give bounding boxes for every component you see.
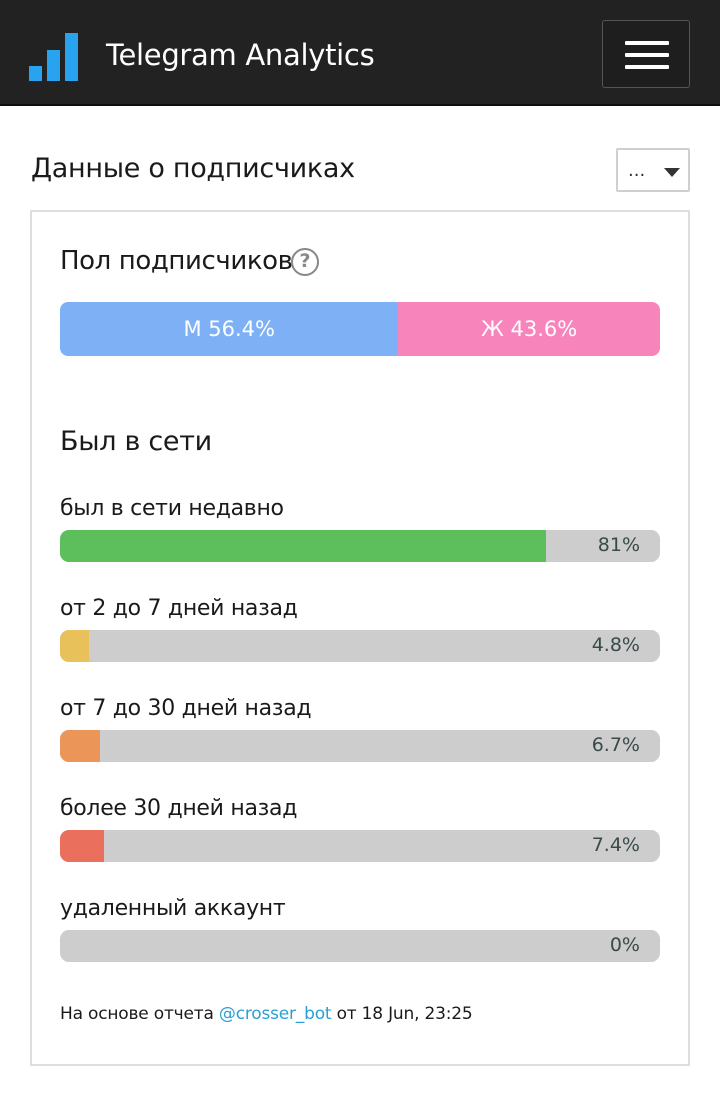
online-row-percent: 7.4%	[591, 834, 640, 856]
section-title: Данные о подписчиках	[31, 153, 355, 184]
report-suffix: от 18 Jun, 23:25	[331, 1004, 473, 1024]
question-circle-icon[interactable]: ?	[291, 248, 319, 276]
gender-female-segment: Ж 43.6%	[398, 302, 660, 356]
app-title[interactable]: Telegram Analytics	[106, 38, 375, 72]
online-row-fill	[60, 830, 105, 862]
report-prefix: На основе отчета	[60, 1004, 219, 1024]
gender-male-segment: М 56.4%	[60, 302, 399, 356]
caret-down-icon	[664, 168, 680, 177]
app-header: Telegram Analytics	[0, 0, 720, 106]
hamburger-menu-button[interactable]	[602, 20, 690, 88]
online-row-label: от 7 до 30 дней назад	[60, 696, 312, 721]
online-row-label: более 30 дней назад	[60, 796, 298, 821]
bar-chart-icon[interactable]	[29, 33, 79, 81]
options-dropdown[interactable]: ...	[616, 148, 690, 192]
online-title: Был в сети	[60, 426, 212, 457]
hamburger-menu-icon	[625, 41, 669, 45]
online-row-fill	[60, 730, 101, 762]
online-row-percent: 81%	[597, 534, 640, 556]
online-row-label: был в сети недавно	[60, 496, 284, 521]
subscribers-card: Пол подписчиков ? М 56.4% Ж 43.6% Был в …	[30, 210, 690, 1066]
online-row-bar: 0%	[60, 930, 660, 962]
bot-link[interactable]: @crosser_bot	[218, 1004, 332, 1024]
online-row-bar: 4.8%	[60, 630, 660, 662]
online-row-fill	[60, 630, 89, 662]
report-note: На основе отчета @crosser_bot от 18 Jun,…	[60, 1004, 473, 1024]
online-row-fill	[60, 530, 546, 562]
online-row-bar: 81%	[60, 530, 660, 562]
gender-bar: М 56.4% Ж 43.6%	[60, 302, 660, 356]
online-row-percent: 6.7%	[591, 734, 640, 756]
dropdown-value: ...	[628, 160, 646, 181]
online-row-bar: 6.7%	[60, 730, 660, 762]
online-row-label: удаленный аккаунт	[60, 896, 286, 921]
online-row-percent: 0%	[609, 934, 640, 956]
online-row-percent: 4.8%	[591, 634, 640, 656]
online-row-bar: 7.4%	[60, 830, 660, 862]
online-row-label: от 2 до 7 дней назад	[60, 596, 298, 621]
gender-title: Пол подписчиков	[60, 246, 293, 276]
